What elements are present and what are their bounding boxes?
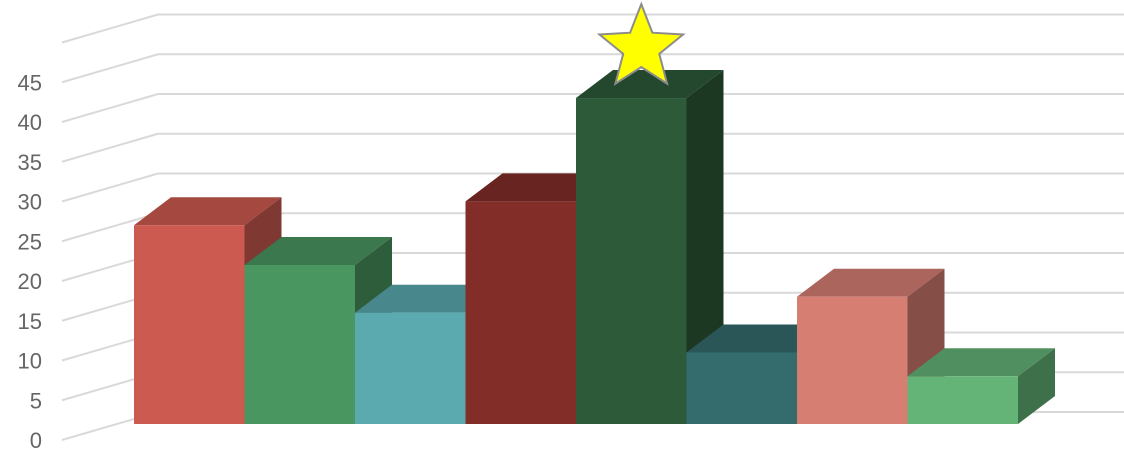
y-tick-label: 20 <box>18 269 42 294</box>
bars <box>134 70 1055 425</box>
y-tick-label: 35 <box>18 150 42 175</box>
grid-slant-line <box>61 53 159 84</box>
y-tick-label: 15 <box>18 309 42 334</box>
bar-front-face <box>686 352 797 424</box>
bar-front-face <box>134 225 245 424</box>
bar-top-face <box>907 348 1055 377</box>
bar-front-face <box>355 312 466 424</box>
grid-slant-line <box>61 93 159 123</box>
grid-slant-line <box>61 13 159 44</box>
bar-top-face <box>576 70 724 99</box>
annotations <box>596 1 686 86</box>
bar-top-face <box>244 237 392 265</box>
bar-side-face <box>1018 348 1055 424</box>
grid-slant-line <box>61 132 159 163</box>
y-axis: 0 5 10 15 20 25 30 35 40 45 <box>18 70 42 453</box>
star-icon <box>596 1 686 86</box>
bar-front-face <box>797 296 908 424</box>
bar <box>907 348 1055 424</box>
y-tick-label: 30 <box>18 190 42 215</box>
grid-floor-lines <box>61 13 159 441</box>
bar-front-face <box>576 98 687 425</box>
y-tick-label: 10 <box>18 349 42 374</box>
y-tick-label: 40 <box>18 110 42 135</box>
bar-top-face <box>797 268 945 297</box>
y-tick-label: 5 <box>30 388 42 413</box>
y-tick-label: 0 <box>30 428 42 453</box>
bar-front-face <box>907 376 1018 424</box>
grid-slant-line <box>61 212 159 243</box>
bar-front-face <box>465 201 576 424</box>
y-tick-label: 25 <box>18 229 42 254</box>
grid-slant-line <box>61 172 159 203</box>
bar-top-face <box>134 197 282 226</box>
y-tick-label: 45 <box>18 70 42 95</box>
bar-front-face <box>244 265 355 424</box>
